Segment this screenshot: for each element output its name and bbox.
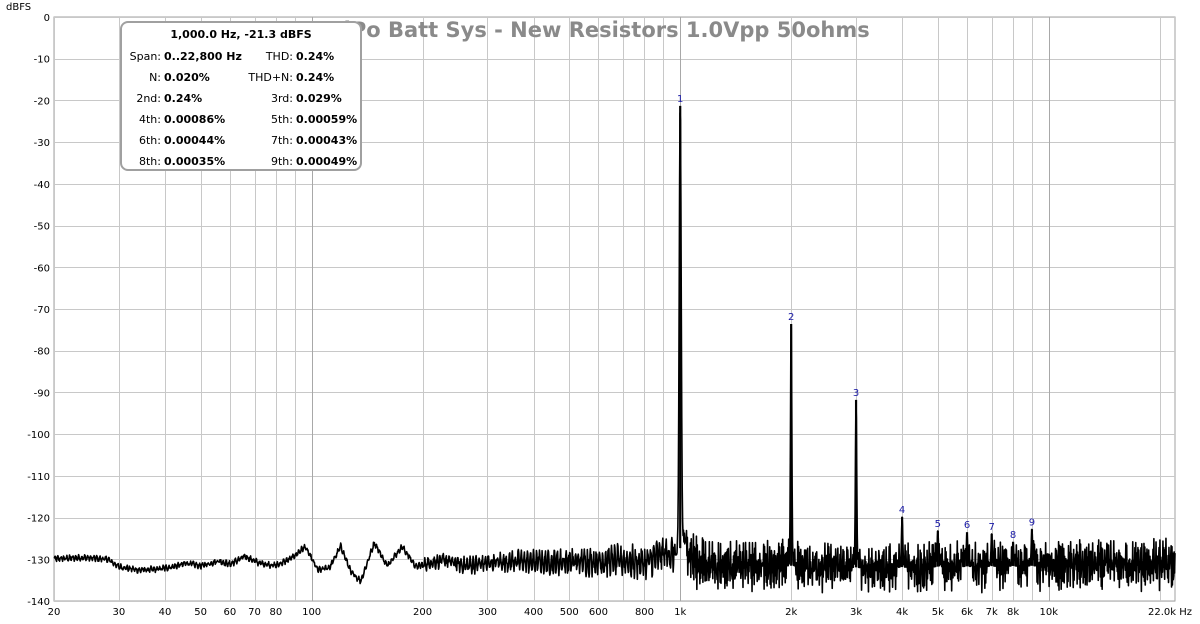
x-tick-label: 80: [270, 607, 283, 618]
y-tick-label: -60: [34, 263, 50, 274]
info-stat: 6th: 0.00044%: [122, 134, 225, 147]
x-tick-label: 600: [589, 607, 608, 618]
harmonic-label: 9: [1029, 517, 1035, 528]
x-tick-label: 40: [159, 607, 172, 618]
x-tick-label: 10k: [1040, 607, 1059, 618]
info-stat-value: 0.029%: [296, 92, 342, 105]
x-tick-label: 400: [524, 607, 543, 618]
info-stat-label: Span:: [129, 50, 161, 63]
y-tick-label: -80: [34, 347, 50, 358]
info-stat: 2nd: 0.24%: [122, 92, 202, 105]
info-stat-label: THD+N:: [248, 71, 293, 84]
x-tick-label: 8k: [1007, 607, 1019, 618]
x-tick-label: 60: [223, 607, 236, 618]
info-stat-value: 0.020%: [164, 71, 210, 84]
info-stat: N: 0.020%: [122, 71, 210, 84]
harmonic-label: 4: [899, 505, 905, 516]
harmonic-label: 3: [853, 388, 859, 399]
info-stat: 3rd: 0.029%: [244, 92, 342, 105]
x-tick-label: 6k: [961, 607, 973, 618]
harmonic-label: 7: [989, 522, 995, 533]
harmonic-label: 6: [964, 520, 970, 531]
x-tick-label: 3k: [850, 607, 862, 618]
info-stat-label: 9th:: [271, 155, 293, 168]
x-tick-label: 1k: [674, 607, 686, 618]
info-stat-label: 5th:: [271, 113, 293, 126]
harmonic-label: 5: [935, 519, 941, 530]
info-stat-value: 0.00035%: [164, 155, 226, 168]
info-stat: 5th: 0.00059%: [244, 113, 357, 126]
info-stat-value: 0.24%: [296, 50, 335, 63]
harmonic-markers: 1 2 3 4 5 6 7 8 9: [677, 94, 1035, 568]
info-stat: 4th: 0.00086%: [122, 113, 225, 126]
info-stat-label: 3rd:: [270, 92, 293, 105]
info-stat: 7th: 0.00043%: [244, 134, 357, 147]
info-stat: 9th: 0.00049%: [244, 155, 357, 168]
info-stat-value: 0.24%: [164, 92, 203, 105]
y-tick-label: -120: [27, 514, 50, 525]
info-stat-label: 4th:: [139, 113, 161, 126]
y-tick-label: -50: [34, 222, 50, 233]
info-stat-value: 0..22,800 Hz: [164, 50, 242, 63]
y-axis: 0 -10 -20 -30 -40 -50 -60 -70 -80 -90 -100 -110 -120…: [27, 13, 50, 608]
info-box-header: 1,000.0 Hz, -21.3 dBFS: [170, 28, 312, 41]
x-tick-label: 50: [194, 607, 207, 618]
y-tick-label: -30: [34, 138, 50, 149]
x-tick-label: 500: [560, 607, 579, 618]
y-tick-label: -20: [34, 96, 50, 107]
info-stat-value: 0.00059%: [296, 113, 358, 126]
x-tick-label: 5k: [932, 607, 944, 618]
y-tick-label: -130: [27, 555, 50, 566]
y-tick-label: -70: [34, 305, 50, 316]
x-tick-label: 7k: [986, 607, 998, 618]
info-stat-value: 0.00049%: [296, 155, 358, 168]
x-tick-label: 200: [413, 607, 432, 618]
x-tick-label: 22.0k Hz: [1148, 607, 1192, 618]
harmonic-label: 2: [788, 312, 794, 323]
x-tick-label: 20: [48, 607, 61, 618]
info-stat-label: N:: [149, 71, 161, 84]
info-stat-value: 0.00043%: [296, 134, 358, 147]
x-tick-label: 30: [113, 607, 126, 618]
chart-title: LiPo Batt Sys - New Resistors 1.0Vpp 50o…: [330, 18, 870, 42]
y-tick-label: -40: [34, 180, 50, 191]
spectrum-line: [53, 112, 1176, 594]
x-tick-label: 300: [478, 607, 497, 618]
y-tick-label: -90: [34, 388, 50, 399]
x-tick-label: 800: [635, 607, 654, 618]
x-axis: 20 30 40 50 60 70 80 100 200 300 400 500 600 800 1k 2k 3…: [48, 607, 1192, 618]
info-stat-value: 0.00086%: [164, 113, 226, 126]
y-tick-label: 0: [44, 13, 50, 24]
y-tick-label: -10: [34, 55, 50, 66]
x-tick-label: 70: [248, 607, 261, 618]
x-tick-label: 100: [302, 607, 321, 618]
info-stat: Span: 0..22,800 Hz: [122, 50, 242, 63]
info-stat-value: 0.00044%: [164, 134, 226, 147]
info-stat-label: 8th:: [139, 155, 161, 168]
x-tick-label: 2k: [785, 607, 797, 618]
x-tick-label: 4k: [896, 607, 908, 618]
info-stat: 8th: 0.00035%: [122, 155, 225, 168]
info-stat-label: 7th:: [271, 134, 293, 147]
y-axis-unit: dBFS: [6, 2, 31, 13]
harmonic-label: 8: [1010, 530, 1016, 541]
info-stat-label: THD:: [265, 50, 293, 63]
harmonic-label: 1: [677, 94, 683, 105]
y-tick-label: -100: [27, 430, 50, 441]
info-stat: THD: 0.24%: [244, 50, 334, 63]
y-tick-label: -110: [27, 472, 50, 483]
y-tick-label: -140: [27, 597, 50, 608]
spectrum-trace: [53, 112, 1176, 594]
measurement-info-box: 1,000.0 Hz, -21.3 dBFS Span: 0..22,800 Hz…: [120, 21, 362, 171]
info-stat-value: 0.24%: [296, 71, 335, 84]
info-stat-label: 2nd:: [136, 92, 161, 105]
info-stat: THD+N: 0.24%: [244, 71, 334, 84]
info-stat-label: 6th:: [139, 134, 161, 147]
